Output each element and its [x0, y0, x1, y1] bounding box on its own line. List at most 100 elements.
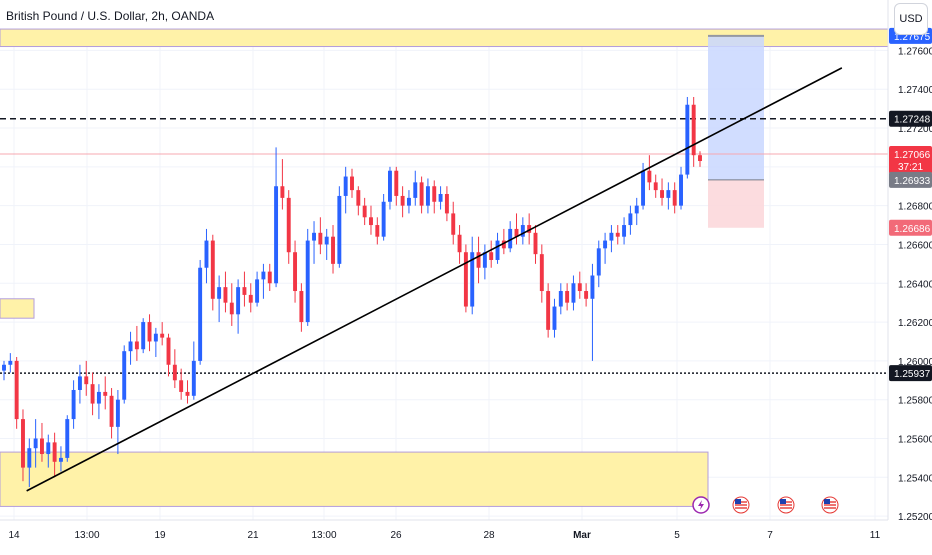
candle-body	[609, 232, 614, 241]
candle	[77, 364, 82, 404]
candle	[134, 325, 139, 361]
candle	[698, 151, 702, 167]
candle-body	[21, 419, 25, 468]
candle-body	[350, 176, 354, 191]
candle	[596, 240, 601, 288]
candle	[90, 372, 95, 416]
price-tick-label: 1.25800	[898, 396, 932, 407]
candle	[425, 178, 430, 214]
price-label-bg	[889, 110, 932, 127]
candle	[261, 263, 266, 299]
candle	[153, 327, 158, 357]
candle-body	[267, 271, 272, 284]
candle-body	[293, 252, 298, 292]
candle	[65, 415, 70, 462]
candle	[236, 279, 241, 334]
candle-body	[666, 190, 671, 198]
candle	[558, 283, 563, 315]
candle	[539, 244, 544, 303]
candle	[369, 205, 373, 235]
candle-body	[394, 170, 399, 196]
candle	[8, 353, 13, 373]
candle-body	[217, 287, 222, 299]
candle-body	[634, 205, 639, 214]
candle-body	[236, 287, 241, 315]
candle-body	[71, 389, 76, 420]
candle-body	[141, 322, 146, 350]
price-label-tag: 1.26933	[889, 171, 932, 188]
price-label-bg	[889, 146, 932, 175]
candle	[185, 380, 190, 404]
candle-body	[514, 228, 519, 237]
time-tick-label: 7	[767, 530, 773, 541]
candle-body	[489, 252, 494, 260]
candle-body	[2, 364, 6, 371]
candle	[394, 166, 399, 206]
candle	[343, 166, 348, 214]
candle	[299, 283, 304, 332]
candle	[609, 225, 614, 253]
price-label-tag: 1.25937	[889, 365, 932, 382]
price-label-text: 1.26686	[894, 224, 931, 235]
candle-body	[482, 252, 487, 268]
candle-body	[413, 182, 418, 198]
us-flag-icon[interactable]	[821, 496, 839, 514]
candle	[21, 409, 25, 482]
time-tick-label: 11	[870, 530, 881, 541]
candle	[312, 221, 316, 264]
price-tick-label: 1.26000	[898, 357, 932, 368]
candle	[520, 217, 525, 245]
candle	[628, 205, 633, 235]
candle	[457, 225, 462, 264]
us-flag-icon[interactable]	[732, 496, 750, 514]
candle	[318, 217, 323, 255]
candle	[210, 234, 215, 311]
candle-body	[343, 176, 348, 196]
trendline	[26, 67, 843, 492]
candle-body	[628, 213, 633, 226]
candle	[46, 434, 51, 468]
candle	[552, 298, 557, 338]
candle	[413, 170, 418, 206]
candle-body	[153, 333, 158, 342]
candle-body	[52, 442, 57, 462]
candle-body	[679, 174, 683, 206]
countdown-text: 37:21	[898, 162, 923, 173]
candle	[432, 180, 437, 214]
currency-selector[interactable]: USD	[894, 3, 928, 35]
candle-body	[96, 391, 101, 404]
time-tick-label: Mar	[573, 530, 591, 541]
candle-body	[286, 197, 291, 253]
flag-stripe	[824, 504, 836, 506]
support-resistance-zone	[0, 298, 35, 319]
candle-body	[77, 376, 82, 390]
candle	[248, 283, 253, 313]
candle-body	[691, 104, 696, 156]
candle	[204, 228, 209, 284]
candle	[672, 182, 677, 214]
candle	[223, 271, 228, 313]
candle	[476, 236, 481, 284]
candle	[331, 225, 335, 274]
candle	[166, 333, 171, 377]
candle	[691, 96, 696, 167]
price-label-text: 1.27248	[894, 115, 931, 126]
candle-body	[90, 384, 95, 404]
candle-body	[615, 232, 620, 237]
candle	[501, 228, 506, 255]
us-flag-icon[interactable]	[777, 496, 795, 514]
candle-body	[305, 240, 310, 323]
candle	[40, 422, 44, 462]
price-tick-label: 1.26800	[898, 202, 932, 213]
candle-body	[603, 240, 608, 249]
candle-body	[641, 170, 646, 206]
candle-body	[381, 201, 386, 237]
candle-body	[204, 240, 209, 268]
candle-body	[191, 360, 196, 396]
candle-body	[248, 294, 253, 303]
candle-body	[375, 225, 380, 237]
candle-body	[299, 291, 304, 323]
lightning-event-icon[interactable]	[692, 496, 710, 514]
